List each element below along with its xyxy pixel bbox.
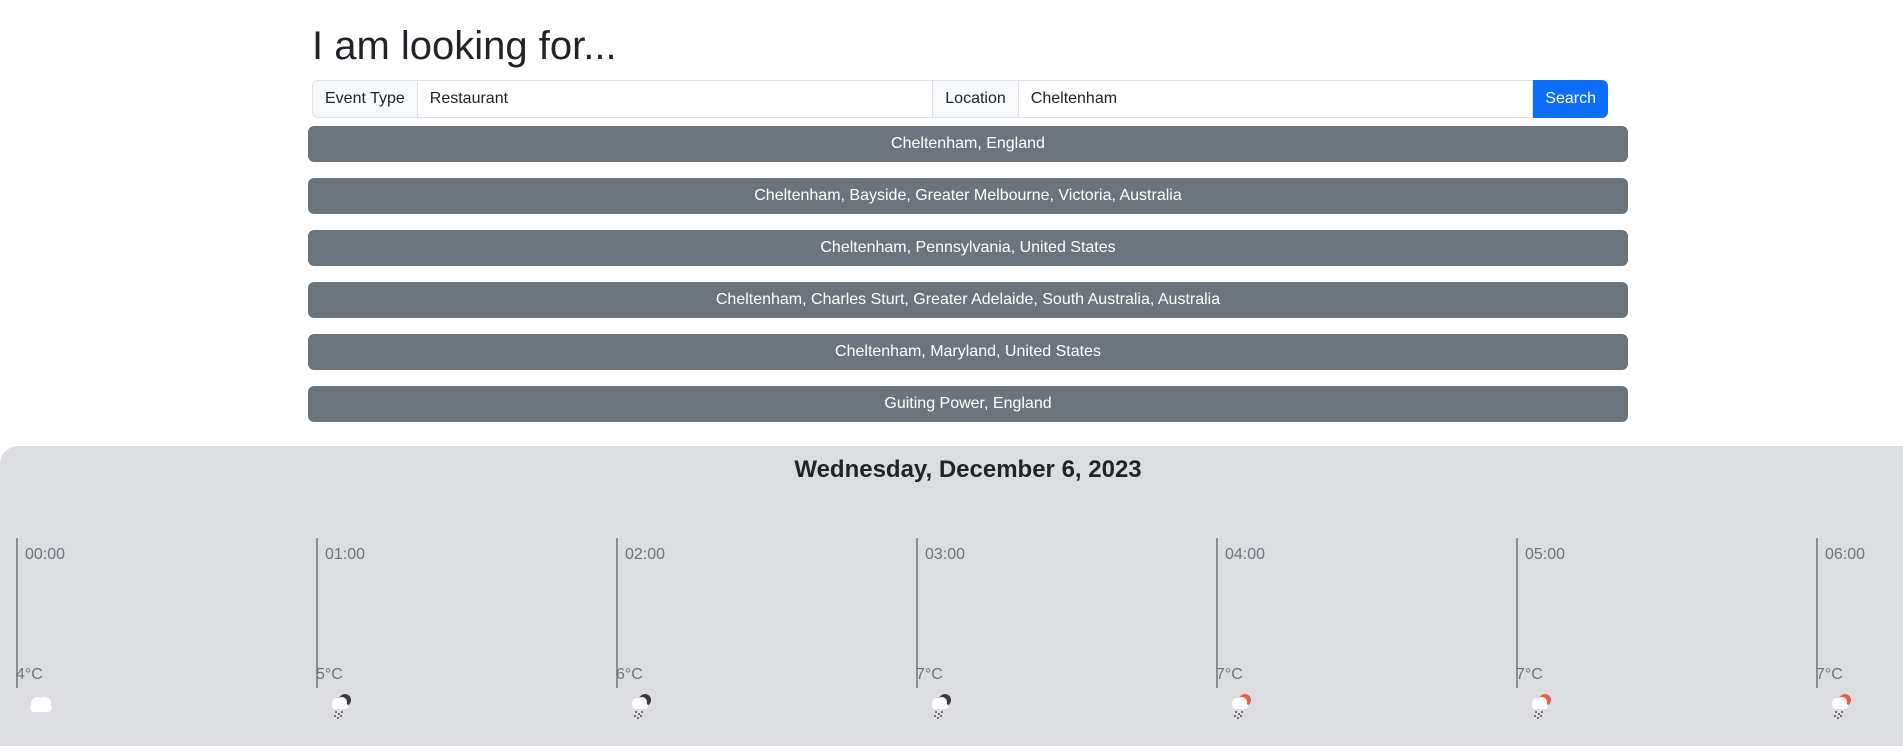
- location-label: Location: [932, 80, 1019, 118]
- weather-panel: Wednesday, December 6, 2023 00:00 4°C 01…: [0, 446, 1903, 746]
- location-result-button[interactable]: Cheltenham, Pennsylvania, United States: [308, 230, 1628, 266]
- location-result-button[interactable]: Cheltenham, England: [308, 126, 1628, 162]
- hour-temperature: 7°C: [916, 666, 943, 683]
- hour-time: 02:00: [625, 546, 666, 563]
- page-title: I am looking for...: [312, 24, 617, 68]
- hour-divider: [16, 538, 18, 688]
- location-input[interactable]: [1018, 80, 1534, 118]
- hour-temperature: 6°C: [616, 666, 643, 683]
- hour-time: 05:00: [1525, 546, 1566, 563]
- search-form: Event Type Location Search: [312, 80, 1608, 118]
- hour-temperature: 4°C: [16, 666, 43, 683]
- rain-dark-cloud-icon: [332, 694, 351, 719]
- event-type-label: Event Type: [312, 80, 418, 118]
- location-result-button[interactable]: Cheltenham, Charles Sturt, Greater Adela…: [308, 282, 1628, 318]
- hour-time: 06:00: [1825, 546, 1866, 563]
- hour-forecast: 04:00 7°C: [1216, 538, 1506, 719]
- rain-dark-cloud-icon: [932, 694, 951, 719]
- hour-forecast: 05:00 7°C: [1516, 538, 1806, 719]
- hour-time: 04:00: [1225, 546, 1266, 563]
- hour-divider: [1216, 538, 1218, 688]
- rain-dark-cloud-icon: [632, 694, 651, 719]
- hour-temperature: 7°C: [1216, 666, 1243, 683]
- hour-time: 01:00: [325, 546, 366, 563]
- hour-temperature: 7°C: [1816, 666, 1843, 683]
- event-type-input[interactable]: [417, 80, 933, 118]
- cloud-icon: [30, 697, 52, 712]
- forecast-date: Wednesday, December 6, 2023: [794, 456, 1142, 483]
- location-result-button[interactable]: Cheltenham, Maryland, United States: [308, 334, 1628, 370]
- hour-temperature: 5°C: [316, 666, 343, 683]
- hour-forecast: 03:00 7°C: [916, 538, 1206, 719]
- hour-forecast: 06:00 7°C: [1816, 538, 1900, 719]
- hour-divider: [316, 538, 318, 688]
- hour-divider: [1816, 538, 1818, 688]
- rain-red-cloud-icon: [1532, 694, 1551, 719]
- location-result-button[interactable]: Cheltenham, Bayside, Greater Melbourne, …: [308, 178, 1628, 214]
- rain-red-cloud-icon: [1832, 694, 1851, 719]
- hour-divider: [1516, 538, 1518, 688]
- hour-time: 03:00: [925, 546, 966, 563]
- hour-temperature: 7°C: [1516, 666, 1543, 683]
- hour-divider: [916, 538, 918, 688]
- hour-forecast: 01:00 5°C: [316, 538, 606, 719]
- search-button[interactable]: Search: [1533, 80, 1608, 118]
- hour-forecast: 00:00 4°C: [16, 538, 306, 712]
- location-result-button[interactable]: Guiting Power, England: [308, 386, 1628, 422]
- rain-red-cloud-icon: [1232, 694, 1251, 719]
- hour-divider: [616, 538, 618, 688]
- location-results: Cheltenham, England Cheltenham, Bayside,…: [308, 126, 1628, 438]
- hour-forecast: 02:00 6°C: [616, 538, 906, 719]
- hour-time: 00:00: [25, 546, 66, 563]
